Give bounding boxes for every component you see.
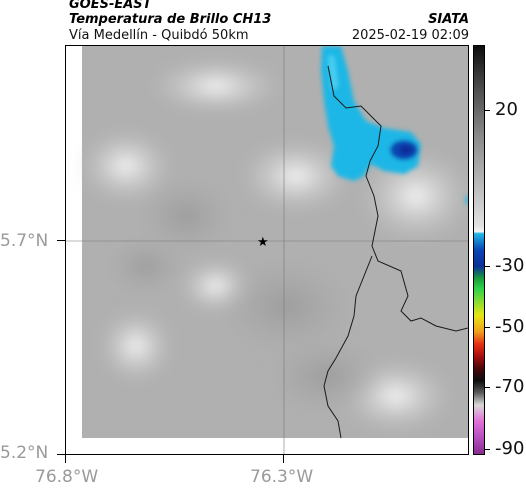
timestamp-label: 2025-02-19 02:09 — [351, 28, 469, 43]
star-marker-icon: ★ — [257, 235, 269, 250]
colorbar — [473, 45, 485, 455]
lon-tick — [283, 455, 284, 463]
lat-tick — [57, 454, 65, 455]
lat-label-5-7: 5.7°N — [0, 231, 49, 251]
brightness-temperature-map: ★ — [66, 46, 468, 454]
lon-label-76-3: 76.3°W — [250, 467, 314, 487]
map-subtitle: Vía Medellín - Quibdó 50km — [69, 28, 249, 43]
boundary-line-2 — [323, 255, 373, 439]
product-title: GOES-EAST — [69, 0, 152, 12]
colorbar-tick — [485, 110, 490, 111]
colorbar-tick — [485, 449, 490, 450]
lon-label-76-8: 76.8°W — [35, 467, 99, 487]
boundary-line — [327, 65, 468, 332]
colorbar-label-neg50: -50 — [495, 316, 525, 337]
colorbar-tick — [485, 387, 490, 388]
colorbar-tick — [485, 327, 490, 328]
map-panel: ★ — [65, 45, 469, 455]
lat-label-5-2: 5.2°N — [0, 443, 49, 463]
lon-tick — [65, 455, 66, 463]
colorbar-label-20: 20 — [495, 99, 518, 120]
source-label: SIATA — [428, 12, 469, 27]
cold-cloud-region — [321, 46, 468, 204]
map-title: Temperatura de Brillo CH13 — [69, 12, 272, 27]
colorbar-label-neg70: -70 — [495, 376, 525, 397]
colorbar-tick — [485, 266, 490, 267]
lat-tick — [57, 240, 65, 241]
colorbar-label-neg30: -30 — [495, 255, 525, 276]
colorbar-label-neg90: -90 — [495, 438, 525, 459]
